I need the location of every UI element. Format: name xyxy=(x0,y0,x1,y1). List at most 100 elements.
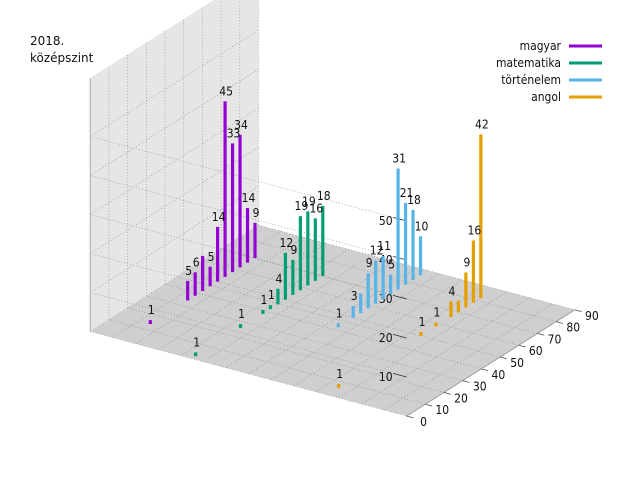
bar-label-történelem: 18 xyxy=(407,193,421,207)
floor-grid-line xyxy=(361,297,530,405)
y-tick-label: 60 xyxy=(529,344,543,358)
floor-grid-line xyxy=(293,279,463,387)
legend-label: magyar xyxy=(520,39,562,53)
bar-label-magyar: 33 xyxy=(227,126,241,140)
bar-label-magyar: 5 xyxy=(185,264,192,278)
y-tick-label: 90 xyxy=(585,309,599,323)
floor-grid-line xyxy=(146,295,463,381)
y-tick xyxy=(574,309,582,313)
y-tick-label: 20 xyxy=(454,391,468,405)
bar-label-magyar: 34 xyxy=(234,118,248,132)
bar-label-matematika: 18 xyxy=(317,189,331,203)
title-line-level: középszint xyxy=(30,51,94,65)
wall-grid-line xyxy=(90,136,407,222)
bar-label-angol: 1 xyxy=(419,315,426,329)
z-tick-label: 10 xyxy=(379,370,393,384)
chart-title: 2018. középszint xyxy=(30,33,93,67)
legend-label: angol xyxy=(531,90,561,104)
floor-grid-line xyxy=(225,261,395,368)
bar-label-matematika: 1 xyxy=(261,293,268,307)
floor-grid-line xyxy=(383,303,553,411)
wall-grid-line xyxy=(90,186,259,293)
bar-label-magyar: 6 xyxy=(193,255,200,269)
y-tick xyxy=(425,403,433,407)
bar-label-történelem: 11 xyxy=(377,239,391,253)
bar-label-történelem: 21 xyxy=(400,186,414,200)
y-tick-label: 40 xyxy=(492,368,506,382)
z-tick-label: 20 xyxy=(379,331,393,345)
bar-label-történelem: 12 xyxy=(370,244,384,258)
wall-grid-line xyxy=(90,214,407,300)
floor-grid-line xyxy=(108,319,426,405)
legend-label: történelem xyxy=(501,73,561,87)
bar-label-történelem: 3 xyxy=(351,289,358,303)
floor-grid-line xyxy=(112,231,282,338)
bar-label-angol: 9 xyxy=(463,255,470,269)
z-tick xyxy=(392,334,407,339)
floor-grid-line xyxy=(164,283,482,370)
floor-grid-line xyxy=(202,260,519,346)
y-tick-label: 50 xyxy=(510,356,524,370)
floor-grid-line xyxy=(316,285,485,393)
y-tick-label: 80 xyxy=(566,321,580,335)
floor-grid-line xyxy=(203,255,372,362)
bar-label-történelem: 31 xyxy=(392,152,406,166)
bar-label-angol: 4 xyxy=(448,284,455,298)
bar-label-angol: 1 xyxy=(434,306,441,320)
y-tick-label: 70 xyxy=(548,332,562,346)
y-tick xyxy=(499,356,507,360)
floor-grid-line xyxy=(183,272,501,358)
bar-label-matematika: 19 xyxy=(294,199,308,213)
bar-label-történelem: 10 xyxy=(415,219,429,233)
bar-label-matematika: 16 xyxy=(309,201,323,215)
bar-label-angol: 16 xyxy=(467,223,481,237)
wall-grid-line xyxy=(90,108,259,215)
floor-grid-line xyxy=(221,248,538,334)
bar-label-magyar: 5 xyxy=(208,250,215,264)
bar-label-történelem: 1 xyxy=(336,306,343,320)
bar-label-matematika: 1 xyxy=(238,307,245,321)
floor-grid-line xyxy=(135,237,304,344)
y-tick-label: 10 xyxy=(435,403,449,417)
y-tick xyxy=(481,368,489,372)
y-tick-label: 30 xyxy=(473,380,487,394)
y-tick xyxy=(406,415,414,419)
floor-grid-line xyxy=(239,236,557,322)
floor-grid-line xyxy=(157,243,327,350)
z-tick xyxy=(392,295,407,300)
y-tick xyxy=(556,321,564,324)
floor-grid-line xyxy=(90,225,259,332)
floor-grid-line xyxy=(180,249,350,356)
wall-grid-line xyxy=(90,147,259,254)
bar-label-matematika: 4 xyxy=(275,272,282,286)
bar-label-matematika: 1 xyxy=(268,288,275,302)
wall-grid-line xyxy=(90,292,407,378)
bar-label-matematika: 19 xyxy=(302,194,316,208)
floor-grid-line xyxy=(258,224,575,311)
bar-label-matematika: 12 xyxy=(280,236,294,250)
bar-label-angol: 42 xyxy=(475,117,489,131)
y-tick xyxy=(443,392,451,395)
title-line-year: 2018. xyxy=(30,34,65,48)
y-tick-label: 0 xyxy=(420,415,427,429)
legend: magyar matematika történelem angol xyxy=(496,39,602,104)
bar-label-magyar: 14 xyxy=(242,191,256,205)
bar-label-történelem: 5 xyxy=(388,258,395,272)
y-axis-line xyxy=(406,309,576,417)
wall-grid-line xyxy=(90,69,259,176)
bar-label-magyar: 1 xyxy=(148,303,155,317)
bar-label-matematika: 1 xyxy=(193,335,200,349)
wall-grid-line xyxy=(90,30,259,137)
y-tick xyxy=(462,380,470,383)
wall-grid-line xyxy=(90,175,407,261)
floor-grid-line xyxy=(90,331,407,417)
bar-label-magyar: 9 xyxy=(253,206,260,220)
bar-label-történelem: 9 xyxy=(366,256,373,270)
wall-grid-line xyxy=(90,253,407,339)
floor-grid-line xyxy=(338,291,508,399)
